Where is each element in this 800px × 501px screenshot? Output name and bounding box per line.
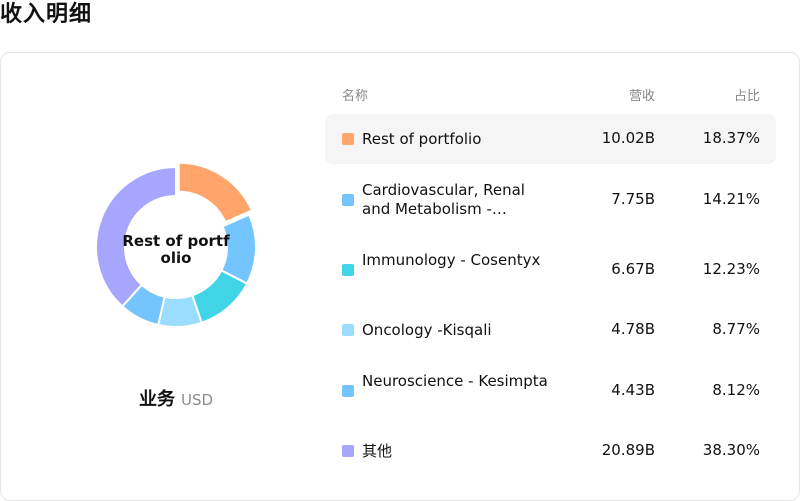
- legend-revenue: 20.89B: [601, 441, 655, 459]
- legend-row[interactable]: Immunology - Cosentyx 6.67B 12.23%: [325, 245, 776, 295]
- header-revenue: 营收: [628, 89, 655, 104]
- legend-revenue: 4.43B: [611, 381, 655, 399]
- legend-share: 18.37%: [702, 129, 760, 147]
- legend-row[interactable]: 其他 20.89B 38.30%: [325, 426, 776, 476]
- header-share: 占比: [733, 89, 760, 104]
- legend-swatch: [342, 324, 354, 336]
- legend-name: Oncology -Kisqali: [362, 320, 492, 339]
- currency-unit: USD: [180, 391, 214, 409]
- legend-swatch: [342, 264, 354, 276]
- table-header: 名称 营收 占比: [325, 85, 776, 107]
- legend-swatch: [342, 194, 354, 206]
- legend-share: 12.23%: [702, 260, 760, 278]
- legend-share: 8.77%: [712, 320, 760, 338]
- legend-swatch: [342, 133, 354, 145]
- donut-center-label: Rest of portfolio: [122, 232, 230, 267]
- legend-name: Cardiovascular, Renal and Metabolism -…: [362, 181, 525, 218]
- donut-slice[interactable]: [177, 163, 254, 224]
- legend-share: 8.12%: [712, 381, 760, 399]
- legend-name: Neuroscience - Kesimpta: [362, 372, 548, 390]
- page-title: 收入明细: [0, 2, 93, 27]
- donut-slice[interactable]: [95, 165, 177, 308]
- donut-chart[interactable]: Rest of portfolio: [92, 163, 260, 331]
- legend-name: Immunology - Cosentyx: [362, 251, 541, 269]
- revenue-card: Rest of portfolio 业务 USD 名称 营收 占比 Rest of…: [0, 52, 800, 501]
- legend-row[interactable]: Cardiovascular, Renal and Metabolism -… 7…: [325, 175, 776, 225]
- legend-row[interactable]: Rest of portfolio 10.02B 18.37%: [325, 114, 776, 164]
- legend-revenue: 7.75B: [611, 190, 655, 208]
- legend-revenue: 10.02B: [601, 129, 655, 147]
- legend-name: 其他: [362, 441, 393, 460]
- legend-share: 38.30%: [702, 441, 760, 459]
- legend-row[interactable]: Oncology -Kisqali 4.78B 8.77%: [325, 305, 776, 355]
- legend-share: 14.21%: [702, 190, 760, 208]
- legend-revenue: 4.78B: [611, 320, 655, 338]
- chart-caption: 业务 USD: [61, 387, 291, 413]
- legend-revenue: 6.67B: [611, 260, 655, 278]
- legend-row[interactable]: Neuroscience - Kesimpta 4.43B 8.12%: [325, 366, 776, 416]
- legend-swatch: [342, 385, 354, 397]
- legend-name: Rest of portfolio: [362, 129, 482, 148]
- caption-label: 业务: [138, 389, 175, 410]
- header-name: 名称: [342, 89, 369, 104]
- donut-svg[interactable]: [92, 163, 260, 331]
- legend-swatch: [342, 445, 354, 457]
